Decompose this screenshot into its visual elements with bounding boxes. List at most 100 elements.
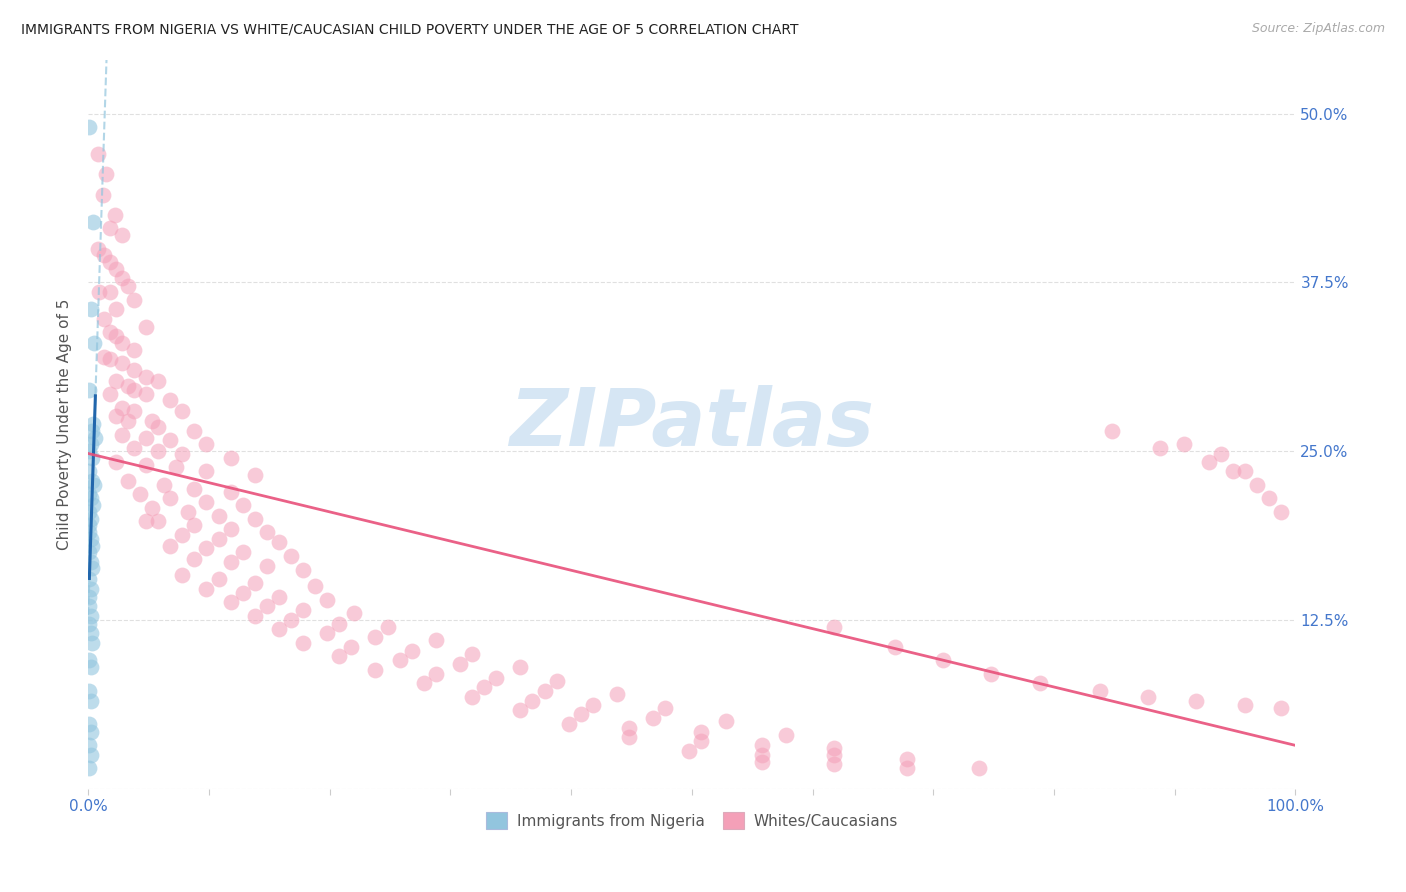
Point (1270, 505, 1292, 519)
Point (654, 700, 676, 714)
Point (509, 703, 531, 717)
Point (896, 752, 918, 766)
Point (104, 455, 127, 469)
Point (117, 279, 139, 293)
Point (172, 568, 194, 582)
Point (690, 734, 713, 748)
Point (485, 671, 508, 685)
Point (388, 653, 411, 667)
Point (1209, 447, 1232, 461)
Point (79, 555, 101, 569)
Point (364, 631, 387, 645)
Point (823, 757, 845, 772)
Point (256, 524, 278, 539)
Point (232, 586, 254, 600)
Point (87, 242, 110, 256)
Point (267, 590, 290, 604)
Point (104, 409, 127, 423)
Point (328, 649, 350, 664)
Point (1257, 491, 1279, 506)
Point (509, 660, 531, 674)
Point (751, 755, 773, 769)
Point (98, 285, 121, 299)
Point (98, 221, 121, 235)
Point (148, 514, 170, 528)
Point (83, 336, 105, 351)
Point (135, 431, 157, 445)
Point (219, 484, 242, 499)
Point (461, 647, 484, 661)
Point (80, 636, 103, 650)
Point (129, 487, 152, 501)
Text: IMMIGRANTS FROM NIGERIA VS WHITE/CAUCASIAN CHILD POVERTY UNDER THE AGE OF 5 CORR: IMMIGRANTS FROM NIGERIA VS WHITE/CAUCASI… (21, 22, 799, 37)
Point (425, 633, 447, 648)
Point (122, 442, 145, 456)
Point (80, 450, 103, 465)
Point (172, 527, 194, 541)
Point (148, 374, 170, 388)
Point (243, 608, 266, 623)
Point (159, 392, 181, 407)
Point (82, 417, 104, 431)
Point (195, 437, 218, 451)
Point (79, 653, 101, 667)
Point (148, 419, 170, 434)
Point (111, 271, 134, 285)
Point (207, 532, 229, 546)
Y-axis label: Child Poverty Under the Age of 5: Child Poverty Under the Age of 5 (58, 299, 72, 549)
Point (883, 640, 905, 654)
Point (79, 694, 101, 708)
Point (267, 622, 290, 636)
Point (79, 739, 101, 753)
Point (98, 387, 121, 401)
Point (141, 500, 163, 515)
Point (582, 698, 605, 712)
Point (617, 721, 640, 735)
Point (183, 424, 205, 438)
Point (82, 498, 104, 512)
Point (243, 576, 266, 591)
Point (79, 590, 101, 604)
Point (111, 228, 134, 243)
Point (79, 626, 101, 640)
Point (79, 608, 101, 623)
Point (79, 761, 101, 775)
Point (141, 414, 163, 428)
Point (117, 414, 139, 428)
Point (135, 458, 157, 472)
Point (1101, 424, 1123, 438)
Point (93, 248, 115, 262)
Point (896, 761, 918, 775)
Point (219, 595, 242, 609)
Point (751, 747, 773, 762)
Point (122, 293, 145, 307)
Point (472, 681, 495, 695)
Point (219, 555, 242, 569)
Point (207, 508, 229, 523)
Point (111, 401, 134, 415)
Point (219, 450, 242, 465)
Point (461, 690, 484, 704)
Point (328, 616, 350, 631)
Point (159, 539, 181, 553)
Point (79, 660, 101, 674)
Point (80, 424, 103, 438)
Point (219, 522, 242, 536)
Point (1270, 700, 1292, 714)
Text: Source: ZipAtlas.com: Source: ZipAtlas.com (1251, 22, 1385, 36)
Point (195, 541, 218, 556)
Point (79, 532, 101, 546)
Point (316, 626, 339, 640)
Point (980, 666, 1002, 681)
Point (364, 663, 387, 677)
Point (87, 147, 110, 161)
Point (135, 369, 157, 384)
Point (111, 428, 134, 442)
Point (93, 311, 115, 326)
Point (1185, 694, 1208, 708)
Point (111, 356, 134, 370)
Point (79, 491, 101, 506)
Point (84, 431, 107, 445)
Point (93, 350, 115, 364)
Point (1088, 684, 1111, 698)
